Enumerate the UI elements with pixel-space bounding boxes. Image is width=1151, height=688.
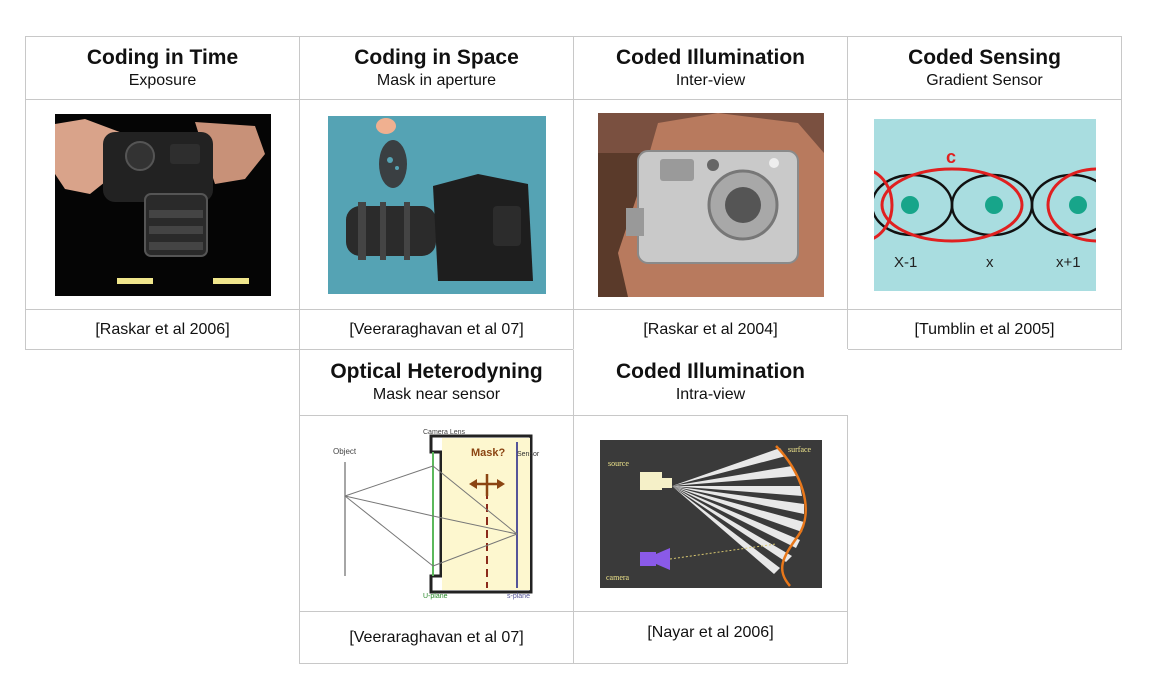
image-cell-coding-in-space xyxy=(299,99,574,310)
header-coded-sensing: Coded Sensing Gradient Sensor xyxy=(847,36,1122,100)
diagram-label-camera-lens: Camera Lens xyxy=(423,429,466,436)
column-subtitle: Gradient Sensor xyxy=(926,71,1043,89)
diagram-label-object: Object xyxy=(333,447,357,456)
diagram-label-sensor: Sensor xyxy=(517,451,540,458)
diagram-label-camera: camera xyxy=(606,573,630,582)
image-cell-coding-in-time xyxy=(25,99,300,310)
header-coded-illumination-inter: Coded Illumination Inter-view xyxy=(573,36,848,100)
column-title: Coding in Time xyxy=(86,45,239,69)
header-optical-heterodyning: Optical Heterodyning Mask near sensor xyxy=(299,349,574,416)
header-coded-illumination-intra: Coded Illumination Intra-view xyxy=(573,349,848,416)
column-subtitle: Inter-view xyxy=(675,71,746,89)
citation-raskar-2004: [Raskar et al 2004] xyxy=(573,309,848,350)
column-title: Coded Illumination xyxy=(616,360,805,383)
camera-in-hands-photo xyxy=(54,113,271,296)
citation-veeraraghavan-07-heterodyning: [Veeraraghavan et al 07] xyxy=(299,611,574,664)
diagram-label-right: x+1 xyxy=(1056,254,1081,271)
column-subtitle: Exposure xyxy=(128,71,197,89)
image-cell-optical-heterodyning: Object Camera Lens Sensor Mask? U-plane … xyxy=(299,415,574,612)
column-title: Optical Heterodyning xyxy=(330,360,543,383)
column-subtitle: Mask in aperture xyxy=(376,71,497,89)
diagram-label-u-plane: U-plane xyxy=(423,593,448,600)
diagram-label-left: X-1 xyxy=(894,254,917,271)
citation-nayar-2006: [Nayar et al 2006] xyxy=(573,611,848,664)
gradient-sensor-diagram: c X-1 x x+1 xyxy=(873,118,1096,291)
image-cell-coded-sensing: c X-1 x x+1 xyxy=(847,99,1122,310)
citation-raskar-2006: [Raskar et al 2006] xyxy=(25,309,300,350)
diagram-label-surface: surface xyxy=(788,445,812,454)
diagram-label-mid: x xyxy=(986,254,994,271)
image-cell-coded-illumination-intra: source surface camera xyxy=(573,415,848,612)
camera-with-aperture-mask-photo xyxy=(327,115,546,294)
column-title: Coding in Space xyxy=(354,45,519,69)
column-subtitle: Mask near sensor xyxy=(372,386,501,403)
header-coding-in-space: Coding in Space Mask in aperture xyxy=(299,36,574,100)
diagram-label-c: c xyxy=(946,147,956,167)
diagram-label-mask: Mask? xyxy=(471,447,506,459)
column-title: Coded Illumination xyxy=(616,45,805,69)
compact-camera-in-hand-photo xyxy=(597,112,824,297)
column-title: Coded Sensing xyxy=(908,45,1061,69)
column-subtitle: Intra-view xyxy=(675,386,746,403)
diagram-label-s-plane: s-plane xyxy=(507,593,530,600)
diagram-label-source: source xyxy=(608,459,629,468)
projector-stripes-diagram: source surface camera xyxy=(599,439,822,588)
heterodyne-optics-diagram: Object Camera Lens Sensor Mask? U-plane … xyxy=(330,425,543,602)
citation-veeraraghavan-07: [Veeraraghavan et al 07] xyxy=(299,309,574,350)
citation-tumblin-2005: [Tumblin et al 2005] xyxy=(847,309,1122,350)
header-coding-in-time: Coding in Time Exposure xyxy=(25,36,300,100)
image-cell-coded-illumination-inter xyxy=(573,99,848,310)
